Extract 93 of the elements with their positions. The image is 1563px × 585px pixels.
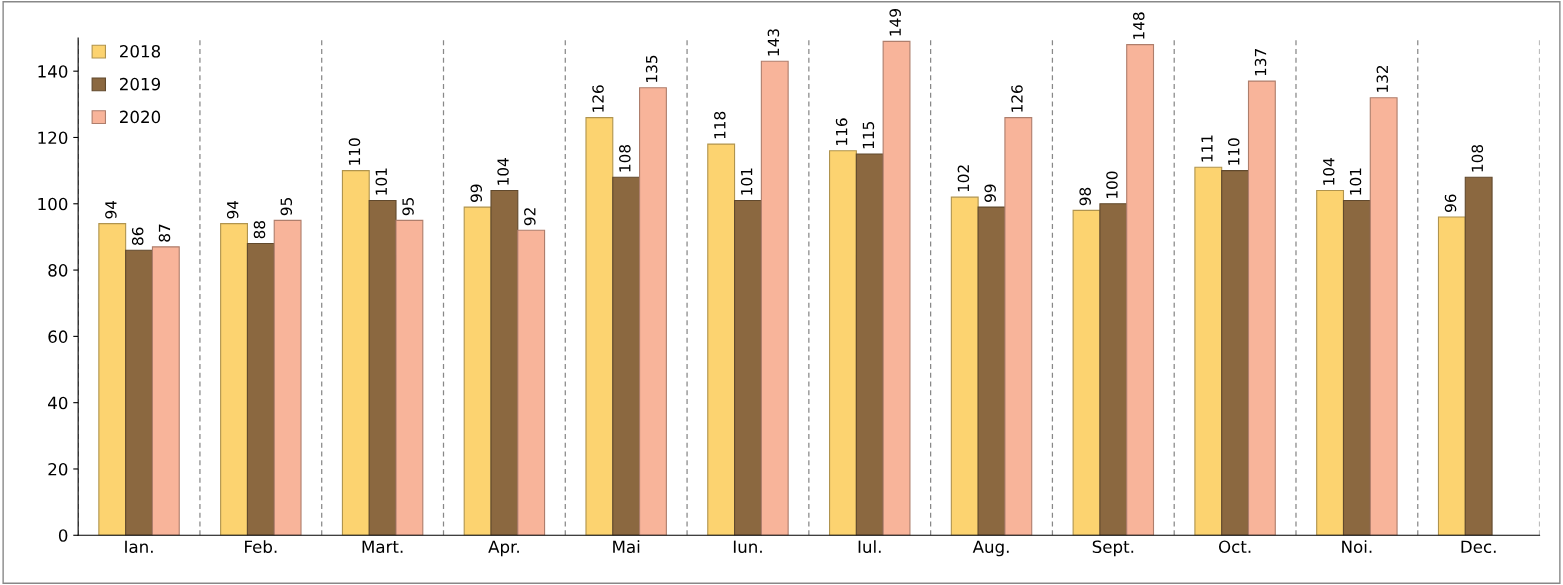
bar bbox=[220, 223, 248, 536]
legend-label: 2019 bbox=[120, 77, 161, 91]
data-label: 104 bbox=[497, 158, 509, 185]
data-label: 126 bbox=[592, 85, 604, 112]
data-label: 98 bbox=[1079, 187, 1091, 206]
bar bbox=[1316, 189, 1345, 536]
bar bbox=[760, 60, 789, 536]
bar bbox=[1342, 199, 1371, 536]
x-tick-label: Mart. bbox=[362, 540, 403, 554]
data-label: 99 bbox=[984, 184, 996, 202]
data-label: 95 bbox=[402, 198, 414, 216]
data-label: 104 bbox=[1322, 158, 1335, 185]
bar bbox=[517, 229, 546, 536]
data-label: 115 bbox=[862, 122, 875, 149]
bar bbox=[707, 143, 736, 536]
data-label: 100 bbox=[1106, 171, 1118, 198]
bar bbox=[1369, 97, 1398, 536]
bar bbox=[612, 176, 641, 536]
x-tick-label: Noi. bbox=[1342, 540, 1372, 554]
x-tick-label: Sept. bbox=[1092, 540, 1134, 557]
data-label: 135 bbox=[645, 55, 658, 82]
bar bbox=[1247, 80, 1276, 536]
bar bbox=[950, 196, 979, 536]
bar bbox=[463, 206, 492, 536]
x-tick-label: Oct. bbox=[1218, 540, 1251, 554]
y-tick-label: 140 bbox=[38, 65, 68, 78]
data-label: 143 bbox=[767, 29, 780, 56]
bar bbox=[1126, 44, 1155, 536]
bar bbox=[341, 170, 370, 536]
bar bbox=[98, 223, 127, 536]
bar bbox=[977, 206, 1006, 536]
data-label: 137 bbox=[1254, 49, 1267, 76]
data-label: 92 bbox=[524, 208, 536, 226]
y-tick-label: 40 bbox=[48, 396, 68, 410]
bar bbox=[639, 87, 667, 536]
data-label: 87 bbox=[158, 224, 171, 242]
data-label: 149 bbox=[889, 9, 901, 36]
bar bbox=[585, 117, 614, 536]
data-label: 94 bbox=[105, 200, 117, 219]
data-label: 88 bbox=[253, 220, 266, 239]
bar bbox=[125, 249, 153, 536]
bar bbox=[882, 40, 911, 536]
data-label: 95 bbox=[280, 198, 293, 216]
bar bbox=[855, 153, 884, 536]
data-label: 132 bbox=[1376, 65, 1389, 92]
x-tick-label: Dec. bbox=[1461, 540, 1496, 554]
data-label: 108 bbox=[619, 144, 631, 172]
x-tick-label: Feb. bbox=[245, 540, 277, 554]
bar bbox=[1194, 166, 1223, 536]
data-label: 101 bbox=[1349, 168, 1362, 195]
data-label: 116 bbox=[835, 118, 848, 145]
y-tick-label: 100 bbox=[38, 197, 68, 211]
data-label: 101 bbox=[375, 168, 388, 195]
bar bbox=[734, 199, 762, 536]
data-label: 99 bbox=[470, 184, 483, 202]
x-tick-label: Iul. bbox=[858, 540, 881, 554]
data-label: 96 bbox=[1444, 194, 1457, 212]
data-label: 102 bbox=[957, 165, 970, 192]
legend-label: 2018 bbox=[120, 44, 161, 58]
x-tick-label: Ian. bbox=[125, 540, 153, 554]
bar bbox=[490, 189, 519, 536]
y-tick-label: 120 bbox=[38, 131, 68, 145]
data-label: 126 bbox=[1011, 85, 1023, 112]
bar bbox=[829, 150, 857, 536]
x-tick-label: Aug. bbox=[972, 540, 1009, 557]
y-tick-label: 80 bbox=[48, 264, 68, 277]
data-label: 110 bbox=[348, 138, 361, 165]
data-label: 148 bbox=[1132, 12, 1145, 39]
bar bbox=[1437, 216, 1466, 536]
data-label: 111 bbox=[1201, 135, 1213, 162]
bar bbox=[395, 219, 424, 536]
y-tick-label: 0 bbox=[58, 529, 68, 542]
data-label: 101 bbox=[740, 168, 753, 195]
legend-label: 2020 bbox=[120, 110, 161, 124]
bar bbox=[1004, 117, 1033, 536]
data-label: 94 bbox=[226, 200, 239, 219]
bar bbox=[246, 242, 275, 536]
bar bbox=[368, 199, 397, 536]
y-tick-label: 20 bbox=[48, 462, 68, 476]
bar bbox=[151, 246, 180, 536]
bar bbox=[1464, 176, 1493, 536]
data-label: 118 bbox=[714, 111, 726, 139]
data-label: 108 bbox=[1471, 144, 1484, 172]
bar bbox=[1099, 203, 1128, 536]
bar bbox=[1072, 209, 1101, 536]
x-tick-label: Iun. bbox=[733, 540, 762, 554]
bar bbox=[1221, 170, 1250, 536]
x-tick-label: Apr. bbox=[488, 540, 519, 557]
bar bbox=[273, 219, 302, 536]
y-tick-label: 60 bbox=[48, 330, 68, 343]
data-label: 86 bbox=[131, 227, 144, 245]
x-tick-label: Mai bbox=[613, 540, 640, 554]
data-label: 110 bbox=[1227, 138, 1240, 165]
